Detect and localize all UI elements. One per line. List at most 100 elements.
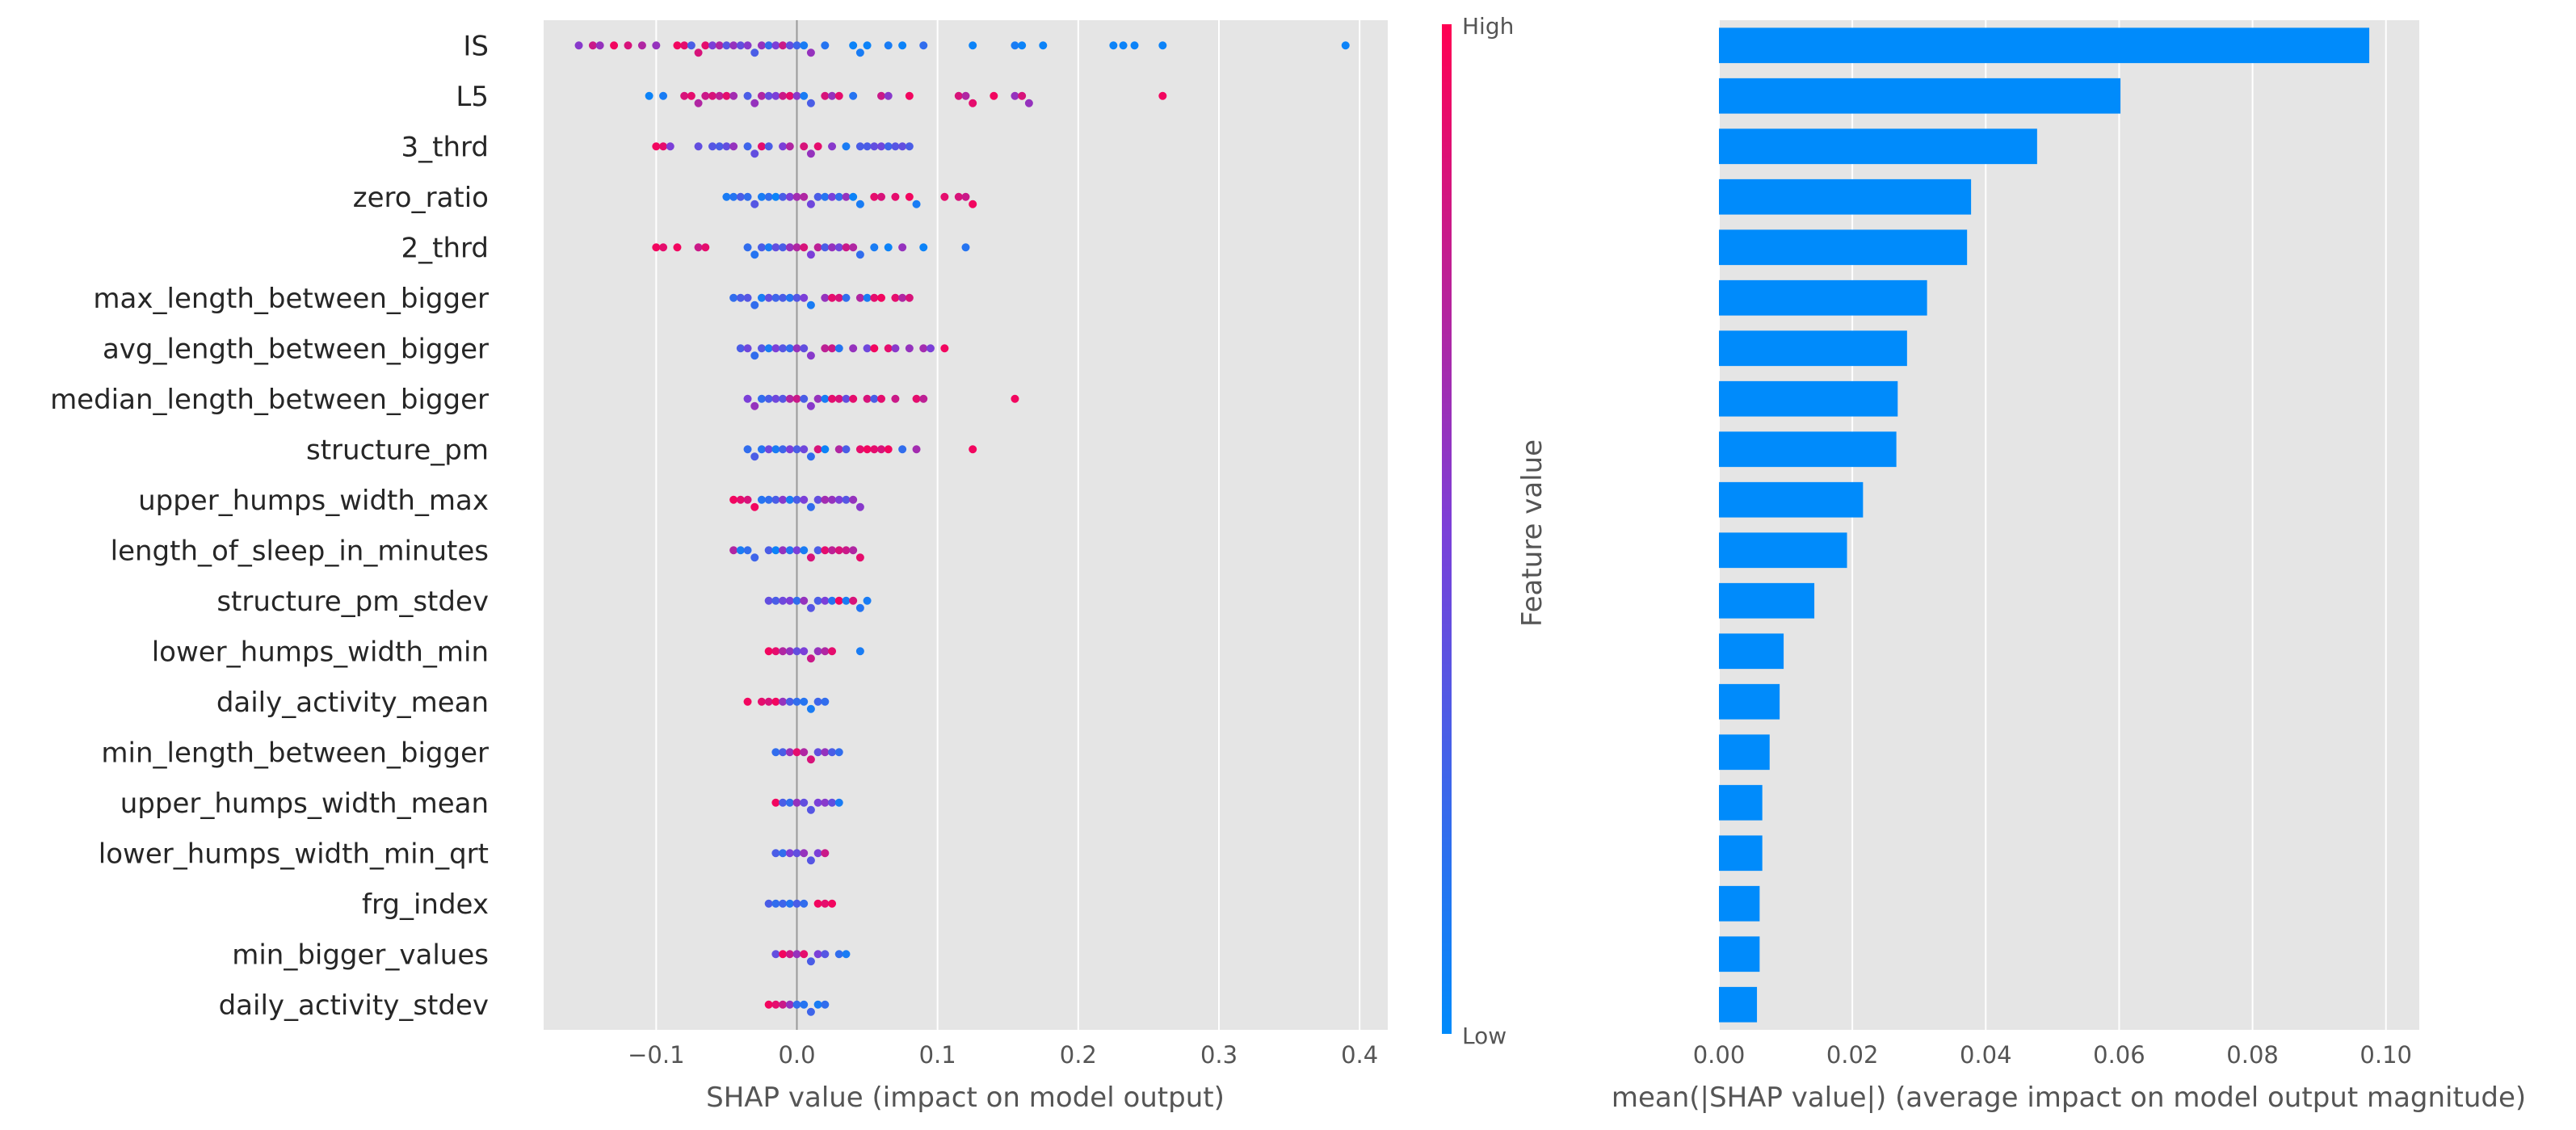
shap-point [771, 41, 780, 50]
shap-point [969, 445, 977, 454]
shap-point [891, 344, 900, 353]
shap-point [785, 293, 794, 302]
shap-point [919, 344, 928, 353]
shap-point [954, 192, 963, 201]
shap-point [806, 603, 815, 612]
shap-point [785, 798, 794, 807]
shap-point [722, 91, 731, 100]
importance-bar [1719, 633, 1784, 670]
shap-point [863, 445, 872, 454]
shap-point [800, 1000, 809, 1009]
shap-point [729, 192, 738, 201]
shap-point [785, 546, 794, 555]
shap-point [800, 142, 809, 151]
importance-bar [1719, 279, 1927, 316]
shap-point [792, 546, 801, 555]
shap-point [757, 293, 766, 302]
beeswarm-x-axis-label: SHAP value (impact on model output) [706, 1082, 1225, 1114]
shap-point [785, 445, 794, 454]
shap-point [779, 849, 788, 858]
shap-point [842, 394, 851, 403]
shap-point [750, 48, 759, 57]
shap-point [743, 445, 752, 454]
shap-point [821, 697, 830, 706]
beeswarm-x-tick-label: 0.3 [1200, 1041, 1238, 1069]
shap-point [673, 41, 682, 50]
shap-point [792, 798, 801, 807]
shap-point [828, 596, 837, 605]
shap-point [828, 798, 837, 807]
shap-point [863, 596, 872, 605]
shap-point [771, 849, 780, 858]
beeswarm-x-tick-label: 0.4 [1341, 1041, 1378, 1069]
feature-label: L5 [456, 81, 489, 113]
shap-point [834, 394, 843, 403]
shap-point [779, 798, 788, 807]
shap-point [834, 950, 843, 959]
shap-point [792, 394, 801, 403]
shap-point [898, 445, 907, 454]
shap-point [821, 344, 830, 353]
shap-point [764, 142, 773, 151]
shap-point [645, 91, 653, 100]
shap-point [870, 293, 879, 302]
shap-point [771, 293, 780, 302]
shap-point [813, 142, 822, 151]
shap-point [785, 849, 794, 858]
feature-label: max_length_between_bigger [93, 283, 489, 315]
shap-point [905, 192, 914, 201]
shap-point [990, 91, 998, 100]
shap-point [771, 697, 780, 706]
shap-point [779, 647, 788, 656]
colorbar-high-label: High [1462, 13, 1514, 40]
shap-point [806, 553, 815, 562]
shap-point [792, 849, 801, 858]
shap-point [750, 452, 759, 461]
shap-point [1018, 91, 1027, 100]
shap-point [779, 546, 788, 555]
shap-point [785, 142, 794, 151]
beeswarm-points [574, 41, 1350, 1016]
importance-bar [1719, 380, 1898, 417]
shap-point [821, 41, 830, 50]
shap-point [800, 950, 809, 959]
shap-point [884, 243, 893, 252]
shap-point [785, 697, 794, 706]
shap-point [834, 445, 843, 454]
shap-point [969, 41, 977, 50]
bar-x-tick-label: 0.06 [2093, 1041, 2145, 1069]
bar-bars [1719, 27, 2370, 1023]
shap-point [800, 41, 809, 50]
shap-point [800, 899, 809, 908]
beeswarm-x-tick-label: 0.0 [778, 1041, 815, 1069]
shap-point [757, 445, 766, 454]
shap-point [842, 445, 851, 454]
shap-point [821, 596, 830, 605]
shap-point [743, 546, 752, 555]
shap-point [1130, 41, 1139, 50]
colorbar-axis-label: Feature value [1516, 439, 1549, 627]
shap-point [764, 495, 773, 504]
shap-point [961, 243, 970, 252]
shap-point [785, 950, 794, 959]
shap-point [806, 856, 815, 865]
shap-point [757, 41, 766, 50]
importance-bar [1719, 936, 1760, 972]
shap-point [792, 697, 801, 706]
shap-point [779, 344, 788, 353]
shap-point [877, 445, 885, 454]
shap-point [785, 596, 794, 605]
shap-point [779, 950, 788, 959]
shap-point [806, 401, 815, 410]
shap-point [855, 445, 864, 454]
shap-point [736, 41, 745, 50]
beeswarm-x-tick-labels: −0.1 0.0 0.1 0.2 0.3 0.4 [628, 1041, 1378, 1069]
shap-point [849, 344, 858, 353]
shap-point [1119, 41, 1128, 50]
shap-point [779, 697, 788, 706]
shap-point [785, 748, 794, 757]
shap-point [687, 91, 695, 100]
shap-point [863, 344, 872, 353]
shap-point [771, 394, 780, 403]
shap-point [708, 41, 716, 50]
